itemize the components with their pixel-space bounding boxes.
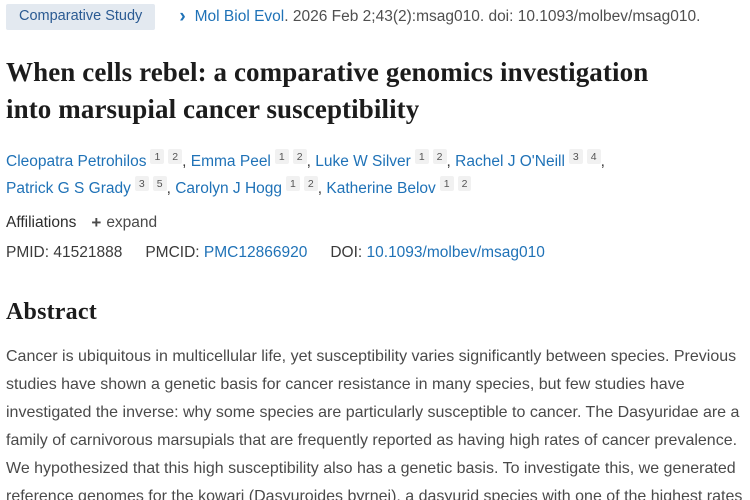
author-link[interactable]: Patrick G S Grady — [6, 180, 131, 197]
affiliation-number[interactable]: 2 — [292, 149, 307, 164]
affiliation-number[interactable]: 2 — [457, 176, 472, 191]
author-item: Luke W Silver 1 2 — [315, 149, 447, 170]
author-link[interactable]: Emma Peel — [190, 153, 271, 170]
author-item: Patrick G S Grady 3 5 — [6, 176, 167, 197]
journal-link[interactable]: Mol Biol Evol — [194, 8, 285, 25]
author-link[interactable]: Carolyn J Hogg — [175, 180, 283, 197]
affiliation-number[interactable]: 1 — [274, 149, 289, 164]
affiliation-number[interactable]: 2 — [168, 149, 183, 164]
doi-link[interactable]: 10.1093/molbev/msag010 — [366, 244, 545, 261]
pmid-label: PMID: — [6, 244, 50, 261]
affiliations-row: Affiliations + expand — [6, 213, 743, 233]
affiliation-number[interactable]: 4 — [586, 149, 601, 164]
affiliations-label: Affiliations — [6, 214, 77, 231]
abstract-heading: Abstract — [6, 299, 97, 325]
author-link[interactable]: Katherine Belov — [326, 180, 436, 197]
doi-label: DOI: — [330, 244, 363, 261]
authors-list: Cleopatra Petrohilos 1 2, Emma Peel 1 2, Luk… — [6, 148, 743, 202]
author-separator: , — [600, 153, 605, 170]
affiliation-number[interactable]: 5 — [152, 176, 167, 191]
pmcid-link[interactable]: PMC12866920 — [203, 244, 308, 261]
affiliation-number[interactable]: 2 — [432, 149, 447, 164]
author-separator: , — [317, 180, 327, 197]
affiliation-number[interactable]: 1 — [150, 149, 165, 164]
author-separator: , — [446, 153, 456, 170]
author-link[interactable]: Luke W Silver — [315, 153, 411, 170]
citation-text: . 2026 Feb 2;43(2):msag010. doi: 10.1093… — [284, 8, 701, 25]
identifiers-row: PMID: 41521888 PMCID: PMC12866920 DOI: 10.… — [6, 244, 743, 262]
pmid-value: 41521888 — [53, 244, 123, 261]
expand-affiliations-button[interactable]: + expand — [91, 213, 157, 233]
affiliation-number[interactable]: 2 — [303, 176, 318, 191]
affiliation-number[interactable]: 3 — [568, 149, 583, 164]
author-item: Rachel J O'Neill 3 4 — [455, 149, 601, 170]
publication-type-badge: Comparative Study — [6, 4, 156, 30]
pmcid-group: PMCID: PMC12866920 — [145, 244, 307, 261]
affiliation-number[interactable]: 1 — [414, 149, 429, 164]
plus-icon: + — [91, 213, 102, 232]
author-item: Katherine Belov 1 2 — [326, 176, 472, 197]
author-item: Cleopatra Petrohilos 1 2 — [6, 149, 183, 170]
author-separator: , — [166, 180, 176, 197]
author-item: Emma Peel 1 2 — [190, 149, 307, 170]
author-link[interactable]: Rachel J O'Neill — [455, 153, 565, 170]
author-link[interactable]: Cleopatra Petrohilos — [6, 153, 147, 170]
abstract-text: Cancer is ubiquitous in multicellular li… — [6, 348, 743, 500]
expand-label: expand — [106, 214, 158, 231]
author-item: Carolyn J Hogg 1 2 — [175, 176, 318, 197]
pmcid-label: PMCID: — [145, 244, 200, 261]
pmid-group: PMID: 41521888 — [6, 244, 122, 261]
affiliation-number[interactable]: 3 — [134, 176, 149, 191]
doi-group: DOI: 10.1093/molbev/msag010 — [330, 244, 545, 261]
chevron-right-icon: › — [179, 6, 186, 27]
article-title: When cells rebel: a comparative genomics… — [6, 57, 649, 124]
author-separator: , — [182, 153, 191, 170]
author-separator: , — [306, 153, 316, 170]
affiliation-number[interactable]: 1 — [439, 176, 454, 191]
citation-bar: Comparative Study › Mol Biol Evol . 2026… — [6, 4, 743, 30]
affiliation-number[interactable]: 1 — [286, 176, 300, 191]
